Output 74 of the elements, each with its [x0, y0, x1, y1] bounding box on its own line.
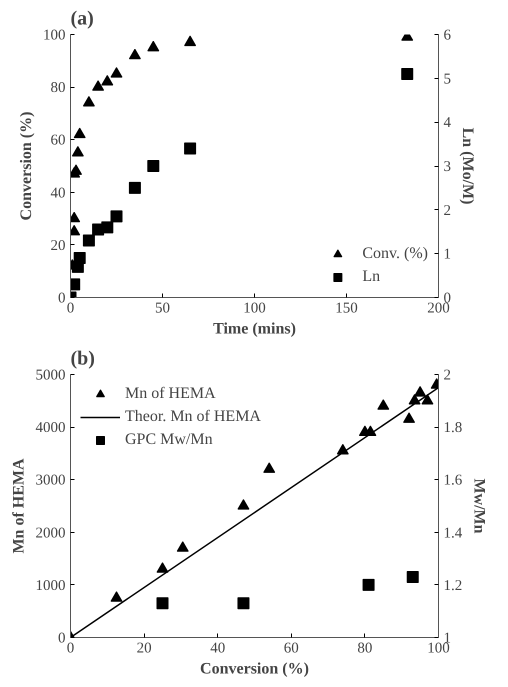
x-tick-label: 20	[136, 640, 152, 656]
point	[237, 499, 250, 510]
y-tick-label: 2000	[36, 525, 66, 542]
y-tick-label: 40	[50, 185, 66, 202]
y-tick-label: 0	[58, 630, 66, 646]
y2-axis-title: Mw/Mn	[470, 478, 488, 534]
legend-label: Conv. (%)	[362, 245, 428, 263]
x-tick-label: 100	[243, 300, 266, 316]
y-tick-label: 1000	[36, 578, 66, 594]
y-tick-label: 4000	[36, 420, 66, 436]
point	[147, 40, 160, 52]
point	[237, 597, 250, 610]
y2-tick-label: 2	[444, 202, 451, 219]
point	[110, 67, 122, 78]
y2-tick-label: 5	[444, 71, 451, 88]
y-tick-label: 60	[50, 132, 66, 149]
chart-title: (b)	[70, 348, 95, 370]
point	[421, 394, 434, 404]
point	[128, 182, 141, 194]
point	[401, 68, 414, 80]
y2-tick-label: 1.8	[444, 420, 462, 436]
x-tick-label: 50	[155, 300, 170, 316]
point	[403, 412, 416, 423]
point	[147, 160, 160, 172]
point	[92, 80, 104, 91]
y2-tick-label: 2	[444, 368, 451, 384]
y2-tick-label: 1	[444, 246, 451, 263]
y2-tick-label: 4	[444, 115, 452, 132]
y2-axis-title: Ln (Mo/M)	[459, 128, 476, 204]
y2-tick-label: 6	[444, 28, 452, 44]
point	[72, 146, 84, 157]
legend-label: GPC Mw/Mn	[125, 431, 213, 449]
point	[377, 399, 390, 410]
y-tick-label: 5000	[36, 368, 66, 384]
y2-tick-label: 1.2	[444, 578, 462, 594]
point	[184, 36, 196, 46]
y2-tick-label: 1.6	[444, 472, 463, 489]
point	[74, 252, 86, 264]
point	[362, 578, 375, 591]
x-axis-title: Conversion (%)	[200, 660, 309, 678]
y-tick-label: 100	[43, 28, 66, 44]
point	[414, 386, 426, 397]
point	[128, 48, 141, 60]
point	[406, 571, 419, 584]
y-tick-label: 0	[58, 290, 66, 306]
y-axis-title: Mn of HEMA	[10, 458, 28, 554]
point	[101, 74, 114, 86]
point	[156, 562, 168, 573]
chart-title: (a)	[70, 8, 94, 30]
point	[176, 541, 189, 552]
x-axis-title: Time (mins)	[213, 320, 296, 338]
point	[110, 210, 122, 222]
point	[184, 142, 196, 154]
x-tick-label: 60	[284, 640, 299, 656]
y-tick-label: 80	[50, 80, 66, 96]
point	[82, 234, 95, 247]
y2-tick-label: 3	[444, 159, 451, 175]
point	[156, 597, 168, 610]
y-axis-title: Conversion (%)	[18, 112, 35, 220]
point	[74, 128, 86, 138]
y-tick-label: 3000	[36, 472, 66, 489]
point	[70, 164, 82, 175]
legend-label: Ln	[362, 268, 382, 286]
x-tick-label: 40	[210, 640, 226, 656]
point	[110, 591, 122, 602]
point	[82, 96, 95, 107]
y-tick-label: 20	[50, 238, 66, 254]
x-tick-label: 150	[335, 300, 358, 316]
legend-label: Theor. Mn of HEMA	[125, 408, 261, 426]
x-tick-label: 80	[357, 640, 372, 656]
y2-tick-label: 1.4	[444, 525, 463, 542]
legend-label: Mn of HEMA	[125, 385, 216, 403]
point	[263, 462, 276, 473]
point	[101, 221, 114, 234]
